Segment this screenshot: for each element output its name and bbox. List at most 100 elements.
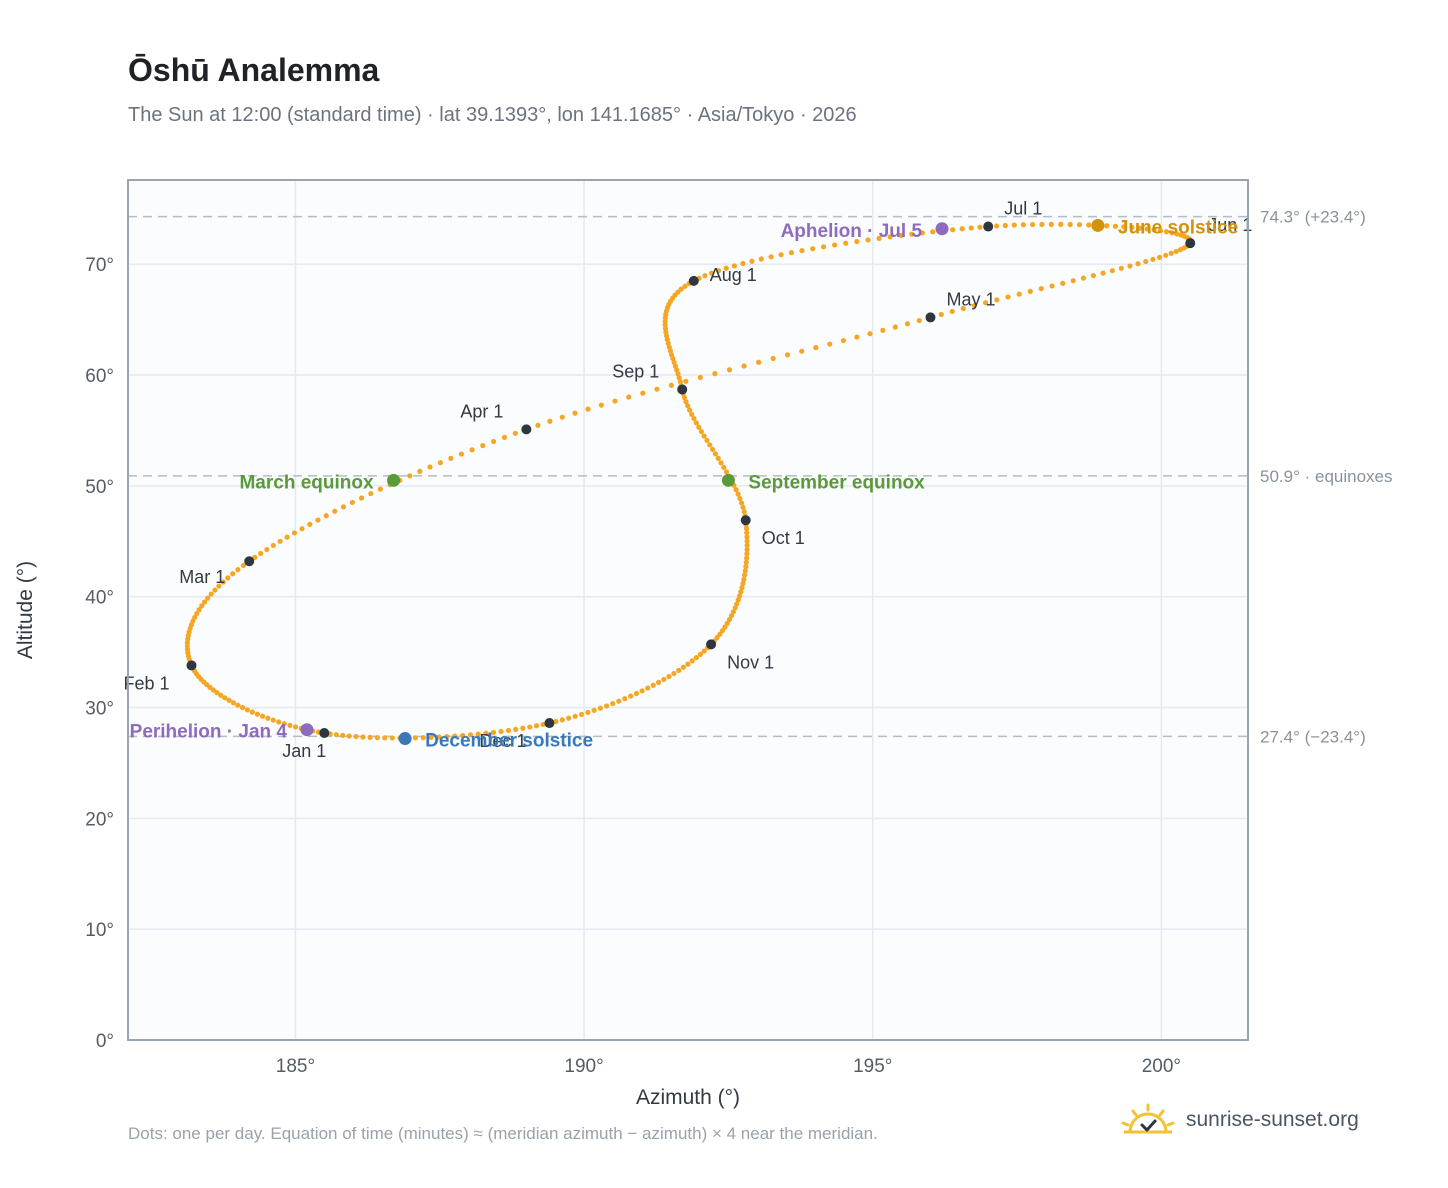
day-dot bbox=[994, 297, 1000, 303]
day-dot bbox=[650, 682, 656, 688]
day-dot bbox=[722, 624, 728, 630]
event-point bbox=[387, 473, 401, 487]
day-dot bbox=[733, 487, 739, 493]
day-dot bbox=[702, 273, 708, 279]
day-dot bbox=[1168, 250, 1174, 256]
month-point bbox=[1185, 238, 1196, 249]
day-dot bbox=[666, 673, 672, 680]
day-dot bbox=[196, 607, 202, 613]
y-tick-label: 70° bbox=[85, 255, 114, 276]
day-dot bbox=[501, 434, 508, 440]
day-dot bbox=[377, 486, 383, 492]
day-dot bbox=[1029, 221, 1036, 228]
day-dot bbox=[452, 733, 458, 739]
day-dot bbox=[744, 542, 750, 548]
day-dot bbox=[475, 731, 481, 737]
day-dot bbox=[656, 679, 662, 685]
y-tick-label: 10° bbox=[85, 920, 114, 941]
day-dot bbox=[333, 732, 339, 738]
day-dot bbox=[1174, 231, 1180, 237]
day-dot bbox=[585, 406, 591, 412]
day-dot bbox=[742, 572, 748, 578]
month-point bbox=[706, 639, 717, 650]
day-dot bbox=[810, 246, 816, 252]
day-dot bbox=[235, 702, 241, 708]
day-dot bbox=[1039, 221, 1045, 228]
day-dot bbox=[264, 546, 270, 553]
day-dot bbox=[820, 244, 827, 250]
month-point bbox=[983, 221, 994, 232]
x-tick-label: 190° bbox=[564, 1056, 603, 1077]
day-dot bbox=[1163, 252, 1169, 258]
day-dot bbox=[813, 345, 819, 351]
day-dot bbox=[701, 433, 707, 439]
day-dot bbox=[734, 601, 740, 607]
month-label: Apr 1 bbox=[460, 401, 503, 421]
day-dot bbox=[1178, 232, 1184, 238]
day-dot bbox=[744, 538, 750, 544]
day-dot bbox=[724, 620, 730, 626]
day-dot bbox=[444, 733, 450, 740]
day-dot bbox=[1127, 263, 1133, 269]
event-point bbox=[1091, 218, 1105, 232]
brand[interactable]: sunrise-sunset.org bbox=[1120, 1102, 1359, 1138]
day-dot bbox=[622, 696, 628, 702]
day-dot bbox=[270, 542, 276, 549]
day-dot bbox=[916, 317, 922, 324]
day-dot bbox=[1049, 283, 1055, 289]
day-dot bbox=[323, 513, 329, 519]
day-dot bbox=[683, 378, 689, 384]
event-point bbox=[300, 723, 314, 737]
day-dot bbox=[340, 732, 346, 739]
day-dot bbox=[1011, 222, 1017, 228]
day-dot bbox=[640, 390, 646, 396]
day-dot bbox=[1156, 254, 1163, 260]
day-dot bbox=[971, 302, 978, 309]
day-dot bbox=[744, 534, 750, 540]
day-dot bbox=[740, 580, 746, 587]
day-dot bbox=[428, 734, 434, 740]
day-dot bbox=[202, 599, 208, 605]
day-dot bbox=[480, 442, 486, 449]
day-dot bbox=[604, 703, 610, 709]
day-dot bbox=[1038, 286, 1044, 292]
day-dot bbox=[693, 420, 699, 426]
day-dot bbox=[938, 311, 944, 318]
day-dot bbox=[741, 363, 747, 369]
day-dot bbox=[867, 331, 873, 337]
day-dot bbox=[709, 446, 716, 453]
day-dot bbox=[843, 240, 849, 246]
month-label: Jul 1 bbox=[1004, 199, 1042, 219]
x-tick-label: 200° bbox=[1142, 1056, 1181, 1077]
day-dot bbox=[696, 424, 702, 430]
day-dot bbox=[739, 500, 745, 506]
day-dot bbox=[199, 603, 205, 609]
day-dot bbox=[668, 382, 674, 388]
month-label: Sep 1 bbox=[612, 361, 659, 381]
day-dot bbox=[1016, 291, 1022, 297]
day-dot bbox=[968, 225, 974, 231]
day-dot bbox=[553, 718, 559, 725]
day-dot bbox=[1163, 229, 1170, 235]
day-dot bbox=[731, 263, 737, 269]
day-dot bbox=[730, 609, 736, 615]
day-dot bbox=[307, 521, 313, 527]
day-dot bbox=[919, 230, 925, 236]
day-dot bbox=[799, 248, 805, 254]
day-dot bbox=[194, 610, 200, 617]
page-subtitle: The Sun at 12:00 (standard time) · lat 3… bbox=[128, 104, 857, 126]
day-dot bbox=[1086, 222, 1092, 228]
day-dot bbox=[1070, 278, 1076, 284]
day-dot bbox=[1060, 280, 1066, 286]
day-dot bbox=[1027, 288, 1033, 294]
brand-name: sunrise-sunset.org bbox=[1186, 1108, 1359, 1131]
day-dot bbox=[671, 670, 677, 677]
day-dot bbox=[712, 451, 719, 457]
day-dot bbox=[768, 254, 774, 260]
day-dot bbox=[770, 355, 776, 362]
day-dot bbox=[218, 692, 224, 698]
day-dot bbox=[1129, 224, 1135, 231]
day-dot bbox=[467, 732, 474, 738]
month-label: Oct 1 bbox=[762, 528, 805, 548]
day-dot bbox=[436, 734, 442, 740]
